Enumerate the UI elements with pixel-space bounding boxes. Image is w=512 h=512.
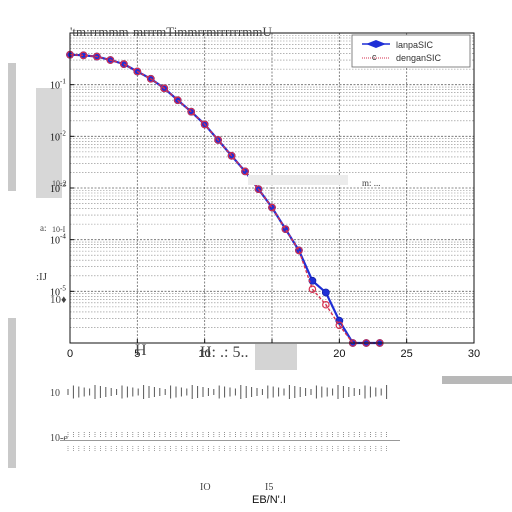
y-tick-label: 10-4 bbox=[50, 233, 66, 247]
series-2-point bbox=[295, 246, 303, 255]
series-2-point bbox=[254, 185, 263, 193]
y-axis-ticks: 10-110-210-310-410-5 bbox=[50, 78, 74, 298]
y-tick-label: 10-2 bbox=[50, 129, 66, 143]
series-1-point bbox=[321, 288, 330, 297]
lower-marks bbox=[60, 385, 400, 452]
scan-block-left bbox=[36, 88, 62, 198]
ylabel-fragment-2: 10-I bbox=[52, 225, 66, 234]
lower-scan-strip: 10 10-e IO I5 EB/N'.I bbox=[50, 385, 400, 506]
right-fragment: m: ... bbox=[362, 178, 381, 188]
lower-x-label-2: I5 bbox=[265, 482, 273, 493]
series-2-point bbox=[187, 107, 196, 116]
series-layer bbox=[66, 50, 384, 347]
y-tick-exponent: -2 bbox=[60, 129, 66, 137]
x-tick-label: 20 bbox=[333, 348, 345, 360]
lower-divider bbox=[60, 440, 400, 441]
lower-y-label-2: 10-e bbox=[50, 433, 68, 444]
x-tick-label: 10 bbox=[199, 348, 211, 360]
x-axis-label: EB/N'.I bbox=[252, 494, 286, 506]
y-tick-base: 10 bbox=[50, 184, 60, 195]
series-2-point bbox=[227, 151, 236, 160]
series-2-point bbox=[308, 285, 317, 293]
x-tick-label: 30 bbox=[468, 348, 480, 360]
left-fragment-u: :IJ bbox=[36, 271, 48, 283]
y-tick-label: 10-1 bbox=[50, 78, 66, 92]
series-2-point bbox=[200, 120, 209, 129]
series-2-point bbox=[214, 136, 222, 144]
scan-bar-right bbox=[442, 376, 512, 384]
mid-annotation-h: H bbox=[135, 342, 147, 359]
legend-label-2: denganSIC bbox=[396, 53, 442, 63]
series-2-point bbox=[268, 203, 276, 212]
series-2-point bbox=[147, 74, 155, 83]
series-line-2 bbox=[69, 54, 380, 344]
y-tick-exponent: -4 bbox=[60, 233, 66, 241]
lower-x-label-1: IO bbox=[200, 482, 211, 493]
y-tick-base: 10 bbox=[50, 287, 60, 298]
scan-bar-left-top bbox=[8, 63, 16, 191]
series-2-point bbox=[106, 56, 115, 64]
y-tick-base: 10 bbox=[50, 236, 60, 247]
legend: lanpaSIC c denganSIC bbox=[351, 34, 471, 68]
y-tick-label: 10-5 bbox=[50, 284, 66, 298]
lower-y-label-1: 10 bbox=[50, 388, 60, 399]
x-tick-label: 0 bbox=[67, 348, 73, 360]
series-2-point bbox=[241, 167, 249, 176]
scan-patch-mid bbox=[255, 344, 297, 370]
legend-label-1: lanpaSIC bbox=[396, 40, 434, 50]
series-2-point bbox=[322, 300, 330, 309]
mid-annotation-2: H: .: 5.. bbox=[200, 344, 248, 361]
y-tick-exponent: -3 bbox=[60, 181, 66, 189]
ylabel-fragment-1: 10-2 bbox=[52, 179, 67, 188]
series-2-point bbox=[173, 96, 182, 105]
x-tick-label: 5 bbox=[134, 348, 140, 360]
left-fragment-diamond: 10♦ bbox=[50, 294, 67, 306]
y-tick-exponent: -1 bbox=[60, 78, 66, 86]
series-2-point bbox=[93, 52, 101, 61]
left-fragment-a: a: bbox=[40, 223, 47, 233]
scan-bar-left-bottom bbox=[8, 318, 16, 468]
x-tick-label: 25 bbox=[401, 348, 413, 360]
series-2-point bbox=[133, 67, 142, 76]
series-2-point bbox=[79, 51, 88, 60]
y-tick-base: 10 bbox=[50, 81, 60, 92]
y-tick-base: 10 bbox=[50, 132, 60, 143]
series-2-point bbox=[160, 84, 169, 93]
legend-box bbox=[351, 34, 471, 68]
legend-fragment-c: c bbox=[372, 52, 377, 62]
top-scan-text: 'tm:rrmmm-mrrrmTimmrrmrrrrrrmmU bbox=[70, 24, 272, 39]
series-2-point bbox=[281, 225, 290, 233]
scan-patch-1 bbox=[248, 175, 348, 185]
series-2-point bbox=[335, 321, 344, 330]
plot-area bbox=[66, 32, 475, 347]
y-tick-exponent: -5 bbox=[60, 284, 66, 292]
y-tick-label: 10-3 bbox=[50, 181, 66, 195]
series-2-point bbox=[120, 60, 128, 68]
